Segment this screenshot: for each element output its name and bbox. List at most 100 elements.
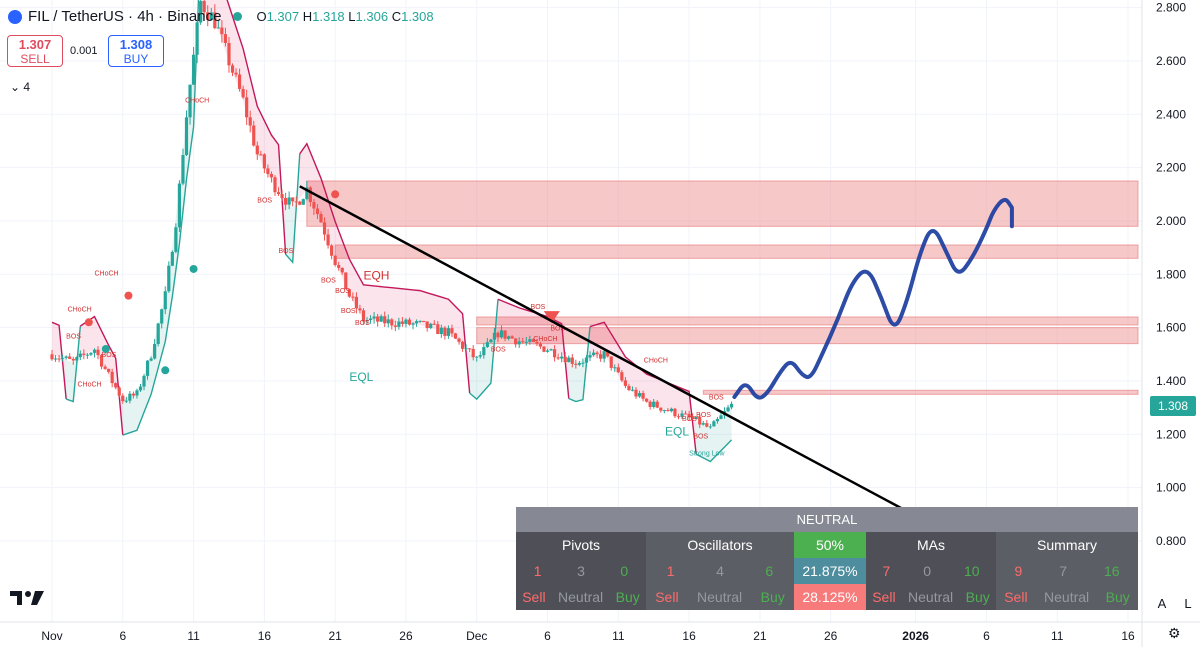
structure-label: BOS [682,416,697,423]
oscillators-section: Oscillators 1 4 6 Sell Neutral Buy [646,532,794,610]
candle [170,251,174,266]
candle [567,357,571,363]
time-tick-label: 11 [187,629,200,643]
candles [50,0,734,429]
candle [149,358,153,361]
structure-label: CHoCH [68,307,92,314]
gear-icon[interactable]: ⚙ [1168,625,1181,641]
candle [464,348,468,350]
log-scale-button[interactable]: L [1184,596,1192,611]
candle [499,330,504,338]
candle [340,267,344,273]
candle [227,42,231,66]
auto-scale-button[interactable]: A [1157,596,1167,611]
candle [591,352,596,356]
candle [726,407,730,412]
mas-counts: 7 0 10 [882,563,980,579]
time-tick-label: 16 [682,629,696,643]
structure-label: CHoCH [77,381,101,388]
candle [96,349,100,356]
candle [719,415,723,420]
candle [138,386,143,391]
buy-button[interactable]: 1.308 BUY [108,35,164,67]
sell-button[interactable]: 1.307 SELL [7,35,63,67]
candle [666,410,670,412]
structure-label: CHoCH [185,97,209,104]
candle [475,356,479,358]
candle [92,349,97,353]
forecast-path[interactable] [732,197,1014,400]
mas-section: MAs 7 0 10 Sell Neutral Buy [866,532,996,610]
time-axis[interactable]: Nov 6 11 16 21 26 Dec 6 11 16 21 26 2026 6 11 16 [41,629,1135,643]
price-tick-label: 1.800 [1156,267,1186,281]
candle [191,54,196,85]
candle [680,413,684,417]
tradingview-logo-icon[interactable] [8,587,46,607]
trail-line [226,0,287,255]
structure-label: BOS [550,325,565,332]
candle [99,355,104,367]
candle [584,357,589,363]
signal-dot [189,264,198,273]
technical-summary-table: NEUTRAL Pivots 1 3 0 Sell Neutral Buy Os… [516,507,1138,610]
candle [156,323,160,345]
structure-label: BOS [279,248,294,255]
candle [153,344,157,359]
structure-label: BOS [335,288,350,295]
price-axis[interactable]: 2.800 2.600 2.400 2.200 2.000 1.800 1.600 1.400… [1156,1,1186,548]
candle [145,360,150,376]
candle [482,347,486,356]
summary-header: Summary [1037,537,1097,553]
candle [613,367,617,369]
candle [322,222,327,235]
time-tick-label: 16 [258,629,272,643]
candle [330,245,334,256]
candle [627,385,631,391]
candle [280,194,284,198]
price-tick-label: 1.000 [1156,481,1186,495]
symbol-title[interactable]: FIL / TetherUS · 4h · Binance [28,8,222,25]
candle [528,339,532,342]
equal-level-label: EQH [363,269,389,283]
candle [460,341,465,349]
candle [326,234,330,246]
time-tick-label: Dec [466,629,487,643]
structure-label: BOS [66,333,81,340]
candle [177,183,182,228]
candle [269,173,274,178]
candle [305,187,309,200]
candle [620,372,624,381]
indicators-toggle[interactable]: ⌄ 4 [10,80,31,94]
candle [75,357,79,361]
candle [53,358,58,360]
time-tick-label: 2026 [902,629,929,643]
candle [110,371,114,384]
structure-label: BOS [709,395,724,402]
candle [708,426,712,428]
structure-label: BOS [696,412,711,419]
structure-label: BOS [693,433,708,440]
structure-label: CHoCH [644,357,668,364]
candle [422,320,426,322]
candle [574,363,578,365]
pivots-header: Pivots [561,537,601,553]
candle [376,316,380,322]
summary-section: Summary 9 7 16 Sell Neutral Buy [996,532,1138,610]
summary-gauge: 50% 21.875% 28.125% [794,532,866,610]
candle [662,410,666,412]
candle [425,321,429,329]
candle [645,398,649,402]
candle [103,366,107,369]
candle [344,272,348,290]
candle [517,341,521,345]
candle [68,356,72,359]
candle [230,65,235,73]
candle [599,354,603,359]
trail-line [51,321,67,400]
candle [64,356,68,358]
candle [220,27,224,35]
candle [577,363,581,365]
trendline[interactable] [299,185,924,521]
candle [276,192,281,195]
candle [563,356,567,363]
